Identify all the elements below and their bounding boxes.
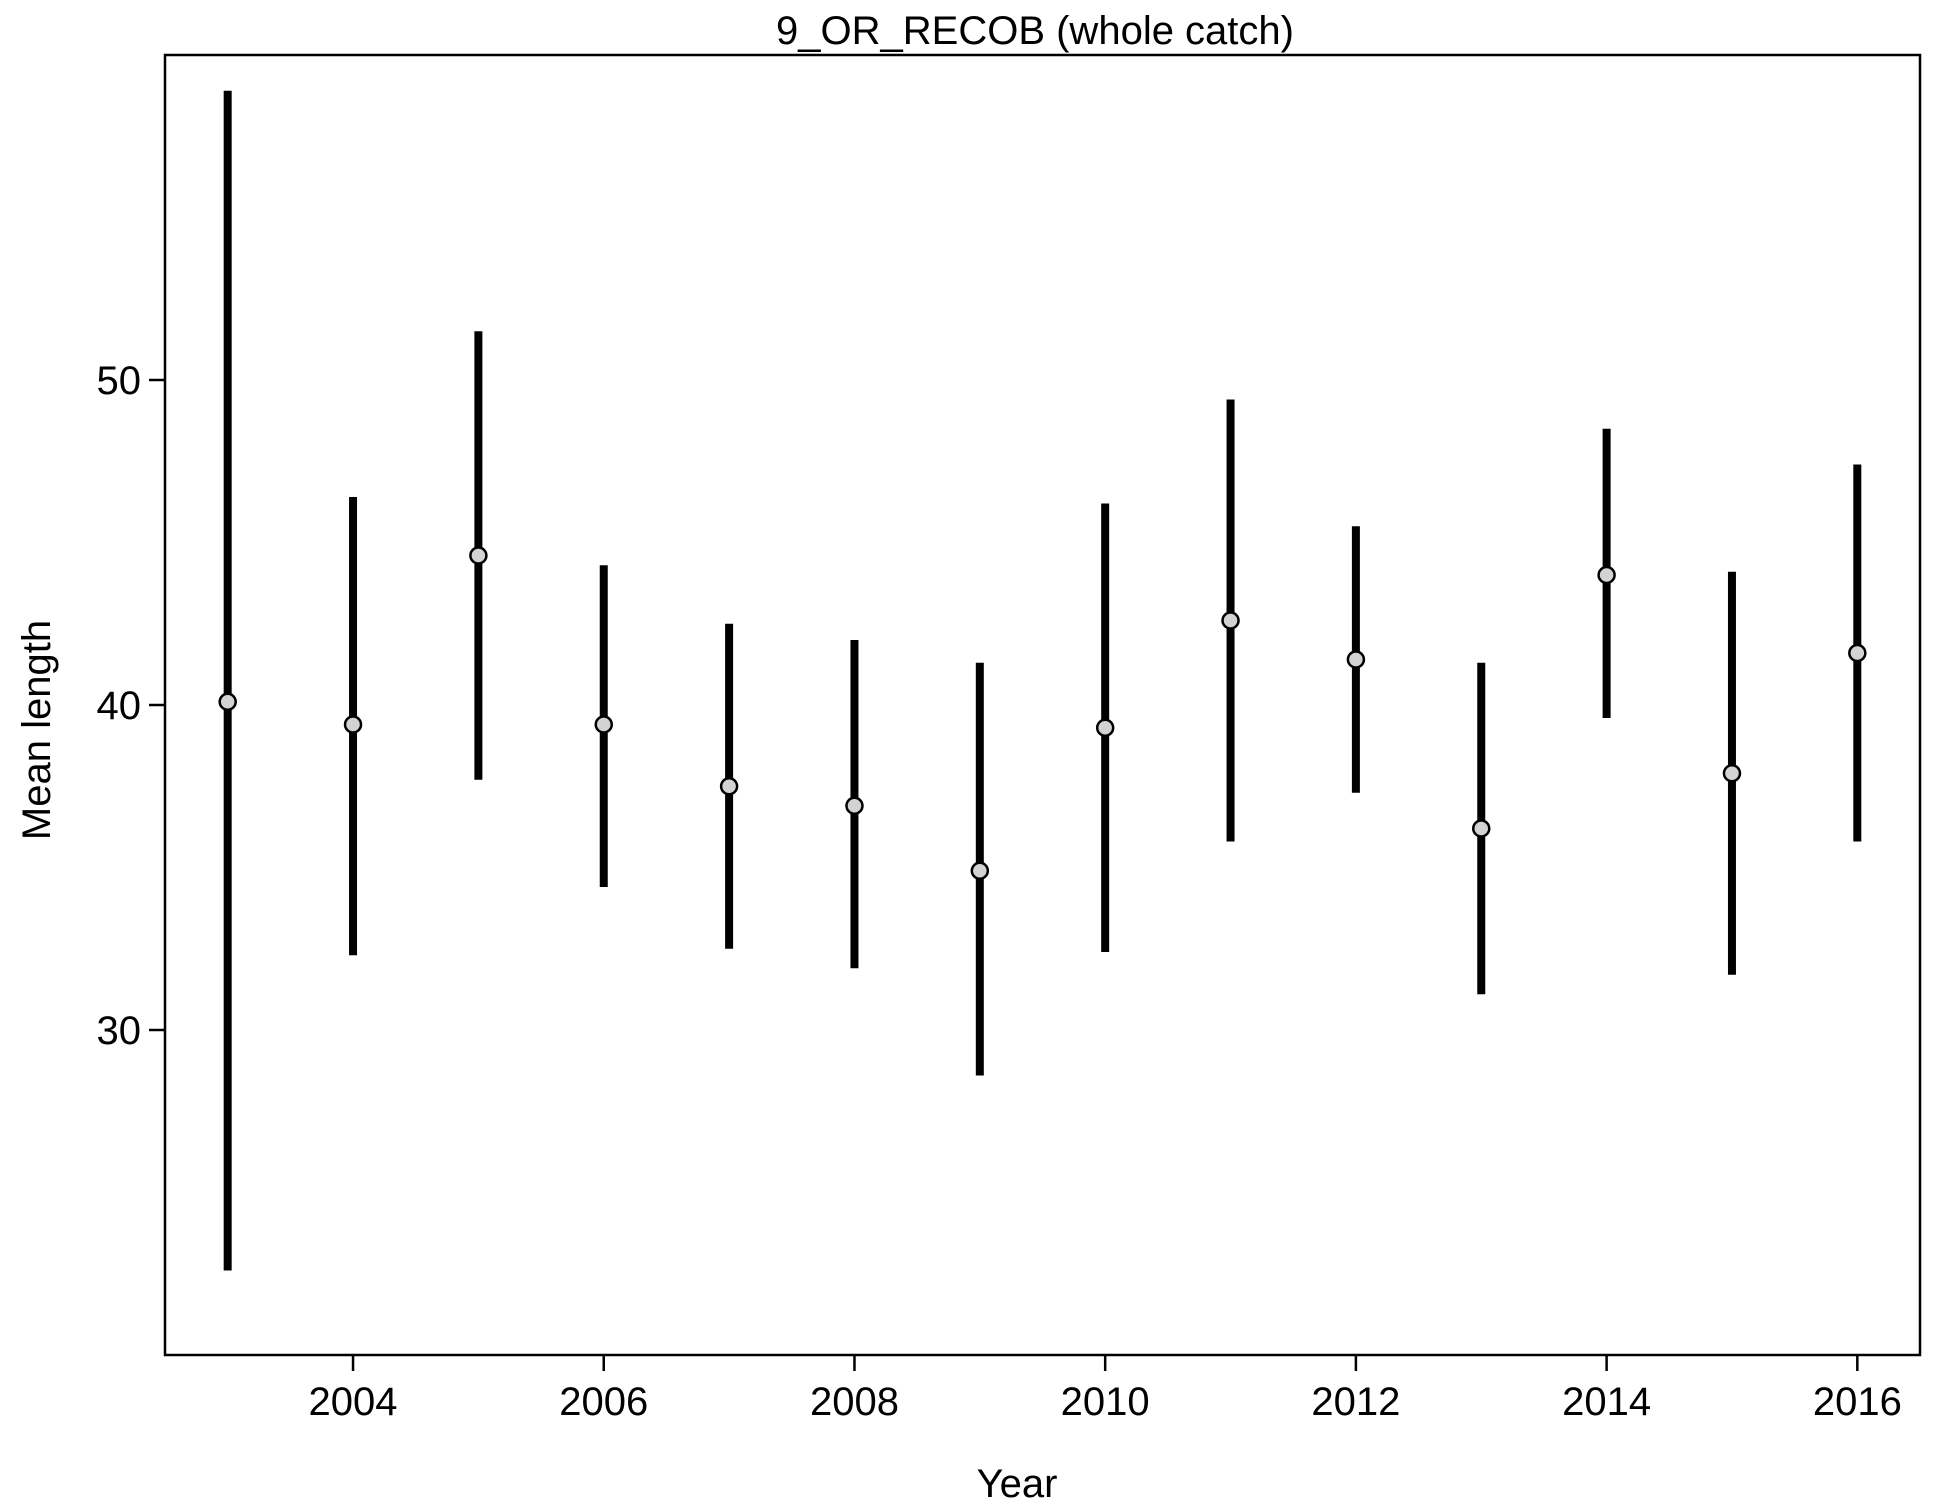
- data-point-2010: [1095, 718, 1115, 737]
- y-tick-label-40: 40: [97, 684, 142, 728]
- data-point-2014: [1597, 565, 1616, 585]
- data-point-2004: [343, 715, 363, 734]
- plot-frame: [163, 53, 1922, 1357]
- data-point-2008: [845, 796, 864, 815]
- chart-title: 9_OR_RECOB (whole catch): [776, 9, 1294, 53]
- y-tick-label-50: 50: [97, 359, 142, 403]
- data-point-2011: [1221, 611, 1240, 630]
- data-point-2009: [970, 861, 990, 880]
- data-point-2005: [469, 546, 488, 565]
- x-axis-label: Year: [977, 1462, 1058, 1500]
- data-point-2012: [1346, 650, 1366, 669]
- plot-area: 2004 2006 2008 2010 2012 2014 2016 30 40 50: [97, 53, 1922, 1424]
- data-point-2015: [1722, 764, 1742, 783]
- data-point-2003: [218, 692, 237, 711]
- x-tick-label-2006: 2006: [559, 1380, 648, 1424]
- x-tick-label-2012: 2012: [1311, 1380, 1400, 1424]
- data-point-2007: [719, 777, 739, 796]
- x-tick-label-2008: 2008: [810, 1380, 899, 1424]
- data-point-2013: [1472, 819, 1491, 838]
- y-tick-label-30: 30: [97, 1009, 142, 1053]
- data-point-2006: [594, 715, 613, 734]
- x-tick-label-2014: 2014: [1562, 1380, 1651, 1424]
- x-tick-label-2016: 2016: [1813, 1380, 1902, 1424]
- x-tick-label-2004: 2004: [309, 1380, 398, 1424]
- data-point-2016: [1848, 643, 1867, 663]
- y-axis-label: Mean length: [15, 620, 59, 840]
- x-tick-label-2010: 2010: [1061, 1380, 1150, 1424]
